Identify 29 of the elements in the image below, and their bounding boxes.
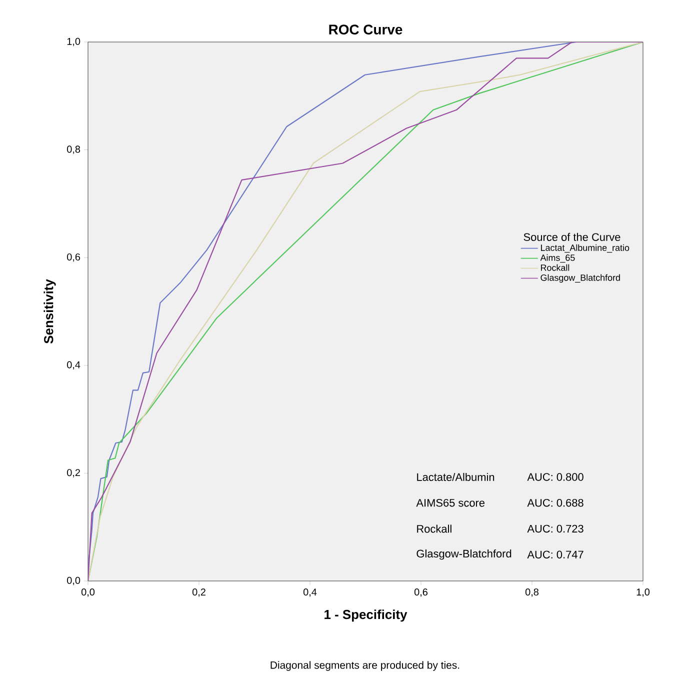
annotation: AUC: 0.800 <box>527 473 584 481</box>
y-axis-title: Sensitivity <box>44 279 56 344</box>
annotation: AIMS65 score <box>416 498 485 507</box>
legend-title: Source of the Curve <box>524 232 620 241</box>
annotation: AUC: 0.688 <box>527 498 584 507</box>
annotation: AUC: 0.723 <box>527 524 584 533</box>
legend-label: Aims_65 <box>540 254 575 263</box>
x-tick-label: 0,0 <box>81 588 95 597</box>
x-tick-label: 0,6 <box>414 588 428 597</box>
text: Diagonal segments are produced by ties. <box>270 661 460 671</box>
legend-label: Glasgow_Blatchford <box>540 274 620 283</box>
y-tick-label: 0,4 <box>67 361 80 370</box>
x-tick-label: 1,0 <box>636 588 650 597</box>
annotation: Lactate/Albumin <box>417 472 494 481</box>
y-tick-label: 0,8 <box>67 146 80 154</box>
x-tick-label: 0,4 <box>303 588 317 597</box>
y-tick-label: 1,0 <box>67 38 80 46</box>
annotation: Glasgow-Blatchford <box>416 549 512 560</box>
annotation: Rockall <box>417 524 452 533</box>
chart-title: ROC Curve <box>329 24 402 34</box>
x-axis-title: 1 - Specificity <box>324 610 408 622</box>
legend-label: Rockall <box>541 264 570 271</box>
x-tick-label: 0,2 <box>192 588 206 597</box>
x-tick-label: 0,8 <box>525 588 538 597</box>
legend-label: Lactat_Albumine_ratio <box>541 244 630 253</box>
y-tick-label: 0,0 <box>67 576 80 586</box>
y-tick-label: 0,6 <box>67 253 80 262</box>
y-tick-label: 0,2 <box>67 469 80 478</box>
annotation: AUC: 0.747 <box>527 550 584 558</box>
